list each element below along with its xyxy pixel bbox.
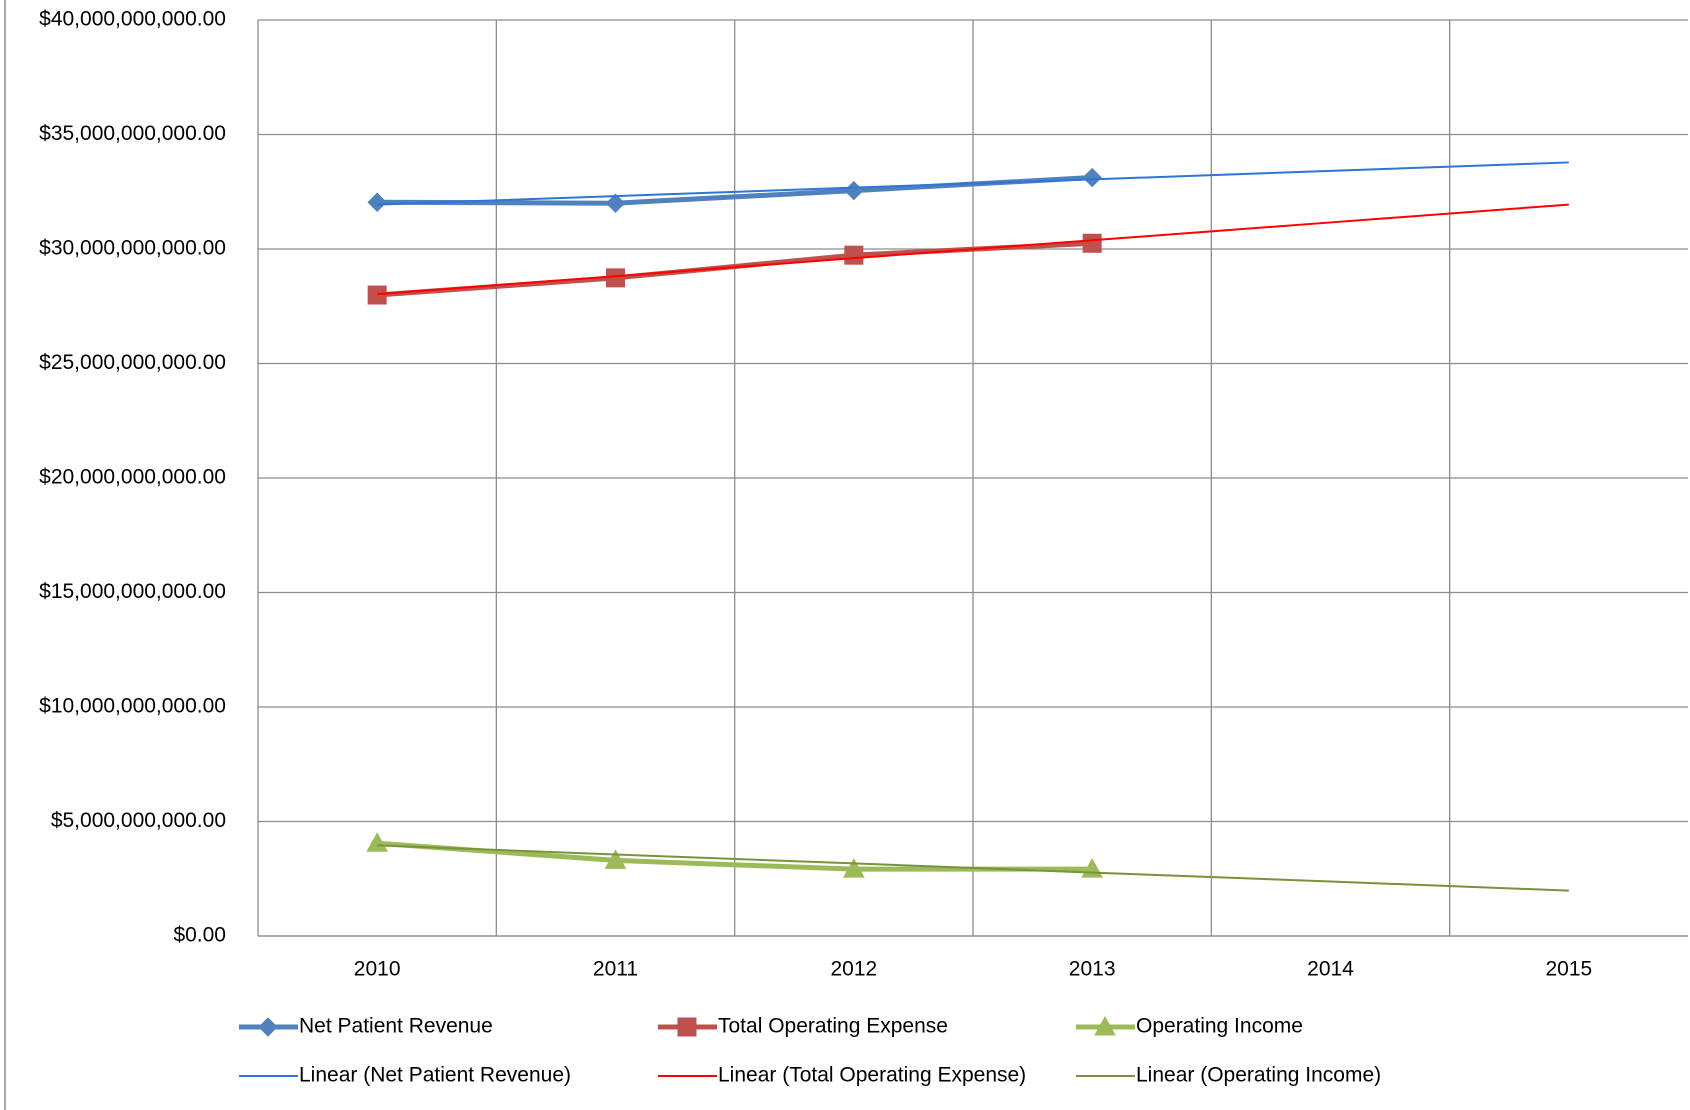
marker-diamond: [1082, 167, 1102, 188]
y-tick-label: $35,000,000,000.00: [39, 122, 226, 145]
series-line: [376, 840, 1093, 872]
marker-diamond: [367, 192, 387, 212]
x-tick-label: 2012: [830, 958, 877, 981]
marker-diamond: [258, 1017, 278, 1037]
x-tick-label: 2014: [1307, 958, 1354, 981]
legend-label: Operating Income: [1136, 1015, 1303, 1038]
y-tick-label: $10,000,000,000.00: [39, 695, 226, 718]
x-tick-label: 2015: [1545, 958, 1592, 981]
marker-square: [367, 285, 387, 305]
y-tick-label: $40,000,000,000.00: [39, 8, 226, 31]
marker-triangle: [842, 858, 865, 878]
marker-square: [1082, 233, 1102, 253]
y-tick-label: $20,000,000,000.00: [39, 466, 226, 489]
legend-label: Total Operating Expense: [718, 1015, 948, 1038]
y-tick-label: $5,000,000,000.00: [51, 809, 226, 832]
legend-label: Linear (Operating Income): [1136, 1064, 1381, 1087]
marker-square: [844, 245, 864, 265]
y-tick-label: $25,000,000,000.00: [39, 351, 226, 374]
marker-square: [677, 1017, 697, 1037]
marker-triangle: [604, 849, 627, 869]
legend-label: Net Patient Revenue: [299, 1015, 493, 1038]
marker-square: [606, 268, 625, 288]
y-tick-label: $30,000,000,000.00: [39, 237, 226, 260]
marker-triangle: [1094, 1015, 1116, 1036]
legend-label: Linear (Net Patient Revenue): [299, 1064, 571, 1087]
trend-line: [377, 844, 1569, 892]
legend-label: Linear (Total Operating Expense): [718, 1064, 1026, 1087]
x-tick-label: 2011: [593, 958, 638, 981]
x-tick-label: 2013: [1069, 958, 1116, 981]
marker-diamond: [605, 193, 626, 213]
marker-triangle: [366, 832, 389, 852]
trend-line: [377, 203, 1569, 296]
y-tick-label: $0.00: [173, 924, 226, 947]
y-tick-label: $15,000,000,000.00: [39, 580, 226, 603]
trend-line: [377, 161, 1569, 206]
x-tick-label: 2010: [354, 958, 401, 981]
